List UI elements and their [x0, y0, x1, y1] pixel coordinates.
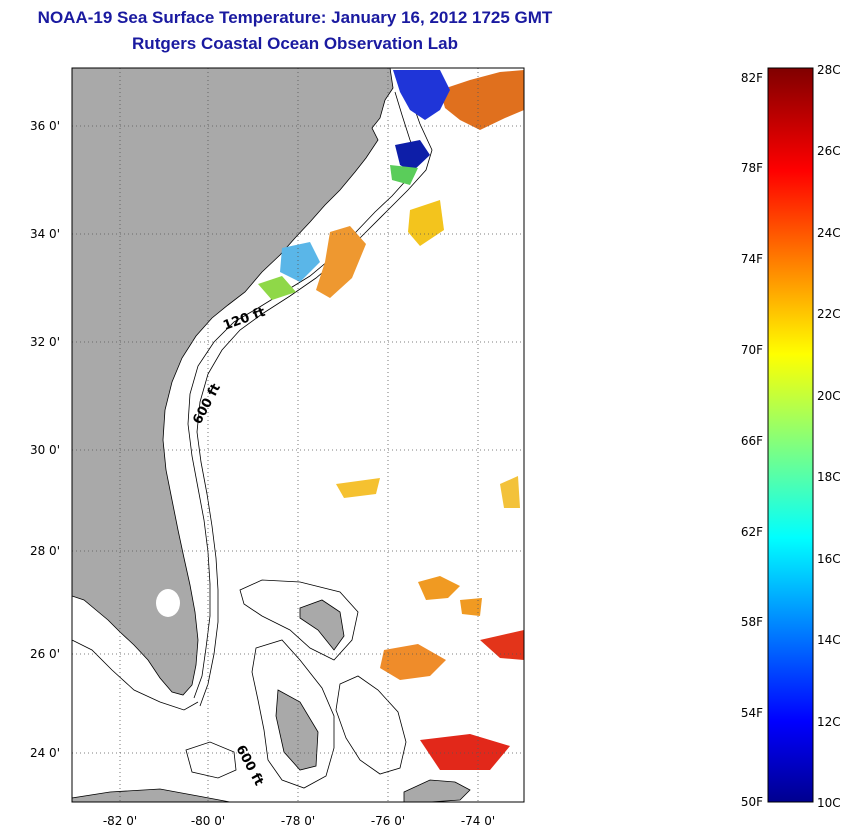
colorbar-c-24: 24C: [817, 226, 841, 240]
colorbar-f-62: 62F: [741, 525, 763, 539]
sst-patch-green: [258, 276, 296, 300]
colorbar-f-50: 50F: [741, 795, 763, 809]
contour-bahamas-2: [251, 639, 335, 789]
lake-okeechobee: [156, 589, 180, 617]
lon-label-74: -74 0': [461, 814, 495, 828]
map-subtitle: Rutgers Coastal Ocean Observation Lab: [132, 34, 458, 53]
colorbar-f-58: 58F: [741, 615, 763, 629]
colorbar-c-12: 12C: [817, 715, 841, 729]
colorbar-c-22: 22C: [817, 307, 841, 321]
colorbar-f-54: 54F: [741, 706, 763, 720]
sst-patch-orange-1: [418, 576, 460, 600]
sst-patch-warm-2: [316, 226, 366, 298]
colorbar-c-18: 18C: [817, 470, 841, 484]
map-frame: [71, 67, 525, 803]
sst-patch-cold-ne: [393, 70, 450, 120]
lat-label-28: 28 0': [30, 544, 60, 558]
contour-600ft: [196, 95, 433, 707]
contour-bahamas-3: [335, 675, 407, 775]
sst-patch-cold-capes: [395, 140, 430, 172]
colorbar-c-16: 16C: [817, 552, 841, 566]
colorbar-f-74: 74F: [741, 252, 763, 266]
lat-label-24: 24 0': [30, 746, 60, 760]
sst-patches: [258, 70, 524, 770]
map-title: NOAA-19 Sea Surface Temperature: January…: [37, 8, 553, 27]
sst-patch-orange-2: [380, 644, 446, 680]
lon-label-80: -80 0': [191, 814, 225, 828]
colorbar-c-14: 14C: [817, 633, 841, 647]
lat-label-32: 32 0': [30, 335, 60, 349]
sst-patch-warm-1: [408, 200, 444, 246]
sst-patch-shelf: [390, 165, 418, 185]
colorbar-f-66: 66F: [741, 434, 763, 448]
sst-patch-ne: [440, 70, 524, 130]
lon-label-82: -82 0': [103, 814, 137, 828]
land-little-bahama: [299, 599, 345, 651]
sst-patch-red-1: [480, 630, 524, 660]
contour-bahamas-4: [185, 741, 237, 779]
land-andros: [275, 689, 319, 771]
sst-patch-mixed: [280, 242, 320, 282]
land-mainland: [71, 67, 394, 696]
lat-label-36: 36 0': [30, 119, 60, 133]
lon-label-78: -78 0': [281, 814, 315, 828]
sst-patch-small-2: [460, 598, 482, 616]
lat-label-34: 34 0': [30, 227, 60, 241]
colorbar-c-28: 28C: [817, 63, 841, 77]
sst-patch-small-1: [500, 476, 520, 508]
sst-patch-red-2: [420, 734, 510, 770]
sst-patch-yellow: [336, 478, 380, 498]
contour-bahamas-1: [239, 579, 359, 661]
colorbar-f-82: 82F: [741, 71, 763, 85]
contour-keys: [71, 639, 199, 711]
lat-label-30: 30 0': [30, 443, 60, 457]
colorbar-c-26: 26C: [817, 144, 841, 158]
colorbar-f-78: 78F: [741, 161, 763, 175]
color-bar: 82F 78F 74F 70F 66F 62F 58F 54F 50F 28C …: [741, 63, 841, 810]
graticule: [72, 68, 524, 802]
lat-label-26: 26 0': [30, 647, 60, 661]
colorbar-c-20: 20C: [817, 389, 841, 403]
colorbar-c-10: 10C: [817, 796, 841, 810]
sst-map: 120 ft 600 ft 600 ft 36 0' 34 0' 32 0' 3…: [30, 67, 525, 828]
color-scale: [767, 67, 814, 803]
lon-label-76: -76 0': [371, 814, 405, 828]
colorbar-f-70: 70F: [741, 343, 763, 357]
